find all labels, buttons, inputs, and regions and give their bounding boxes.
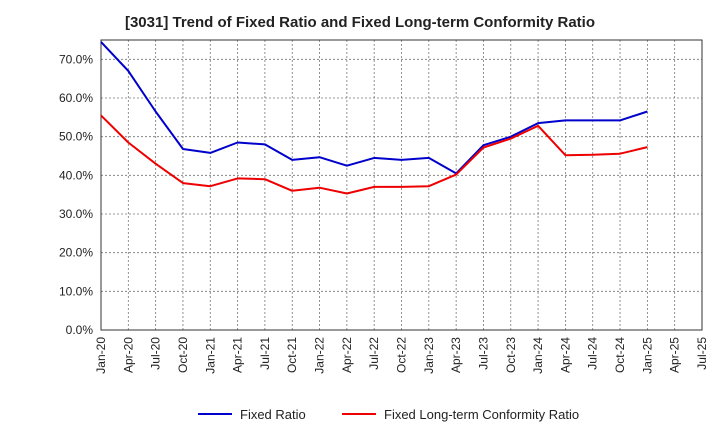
y-tick-label: 0.0% xyxy=(66,323,94,337)
y-tick-label: 20.0% xyxy=(59,246,93,260)
x-axis-ticks: Jan-20 Apr-20 Jul-20 Oct-20 Jan-21 Apr-21 Jul-… xyxy=(94,337,709,374)
x-tick-label: Jan-20 xyxy=(94,337,108,374)
y-axis-ticks: 0.0% 10.0% 20.0% 30.0% 40.0% 50.0% 60.0% 70.0% xyxy=(59,52,93,337)
chart-title: [3031] Trend of Fixed Ratio and Fixed Lo… xyxy=(124,14,596,31)
x-tick-label: Oct-23 xyxy=(504,337,518,373)
x-tick-label: Jul-22 xyxy=(367,337,381,370)
x-tick-label: Jan-24 xyxy=(531,337,545,374)
grid-lines xyxy=(101,40,702,330)
legend: Fixed Ratio Fixed Long-term Conformity Ra… xyxy=(198,407,579,422)
x-tick-label: Apr-25 xyxy=(668,337,682,373)
x-tick-label: Jan-22 xyxy=(313,337,327,374)
y-tick-label: 60.0% xyxy=(59,91,93,105)
x-tick-label: Oct-21 xyxy=(285,337,299,373)
x-tick-label: Oct-24 xyxy=(613,337,627,373)
x-tick-label: Jul-25 xyxy=(695,337,709,370)
x-tick-label: Jul-23 xyxy=(476,337,490,370)
x-tick-label: Apr-24 xyxy=(558,337,572,373)
x-tick-label: Jan-21 xyxy=(203,337,217,374)
y-tick-label: 70.0% xyxy=(59,52,93,66)
series-line-2 xyxy=(100,114,648,195)
series-lines xyxy=(100,41,648,195)
x-tick-label: Jul-21 xyxy=(258,337,272,370)
plot-area xyxy=(100,39,703,331)
x-tick-label: Jan-23 xyxy=(422,337,436,374)
x-tick-label: Jul-24 xyxy=(586,337,600,370)
y-tick-label: 30.0% xyxy=(59,207,93,221)
legend-label-2: Fixed Long-term Conformity Ratio xyxy=(384,407,579,422)
x-tick-label: Apr-23 xyxy=(449,337,463,373)
x-tick-label: Jan-25 xyxy=(640,337,654,374)
x-tick-label: Oct-20 xyxy=(176,337,190,373)
x-tick-label: Oct-22 xyxy=(395,337,409,373)
y-tick-label: 10.0% xyxy=(59,284,93,298)
series-line-1 xyxy=(100,41,648,175)
x-tick-label: Apr-20 xyxy=(121,337,135,373)
y-tick-label: 50.0% xyxy=(59,130,93,144)
x-tick-label: Jul-20 xyxy=(149,337,163,370)
x-tick-label: Apr-22 xyxy=(340,337,354,373)
legend-label-1: Fixed Ratio xyxy=(240,407,306,422)
y-tick-label: 40.0% xyxy=(59,168,93,182)
x-tick-label: Apr-21 xyxy=(231,337,245,373)
